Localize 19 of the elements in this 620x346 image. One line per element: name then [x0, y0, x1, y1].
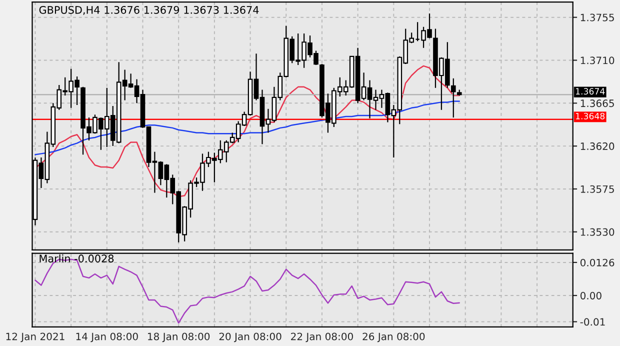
ref-line-label: 1.3648: [576, 112, 605, 120]
ref-line-label: 1.3674: [576, 88, 605, 95]
y-tick-label: -0.01: [580, 318, 605, 326]
y-tick-label: 1.3575: [580, 185, 614, 193]
y-tick-label: 0.00: [580, 292, 602, 300]
x-tick-label: 14 Jan 08:00: [76, 332, 138, 342]
y-tick-label: 1.3665: [580, 100, 614, 108]
y-tick-label: 0.0126: [580, 258, 614, 266]
chart-title: GBPUSD,H4 1.3676 1.3679 1.3673 1.3674: [39, 6, 259, 15]
x-tick-label: 22 Jan 08:00: [291, 332, 353, 342]
y-tick-label: 1.3755: [580, 14, 614, 22]
chart-title: Marlin -0.0028: [40, 254, 114, 262]
x-tick-label: 26 Jan 08:00: [362, 332, 425, 342]
x-tick-label: 18 Jan 08:00: [148, 332, 210, 342]
x-tick-label: 12 Jan 2021: [6, 332, 64, 342]
x-tick-label: 20 Jan 08:00: [219, 332, 282, 342]
y-tick-label: 1.3710: [580, 56, 614, 64]
y-tick-label: 1.3530: [580, 228, 614, 236]
y-tick-label: 1.3620: [580, 142, 614, 150]
